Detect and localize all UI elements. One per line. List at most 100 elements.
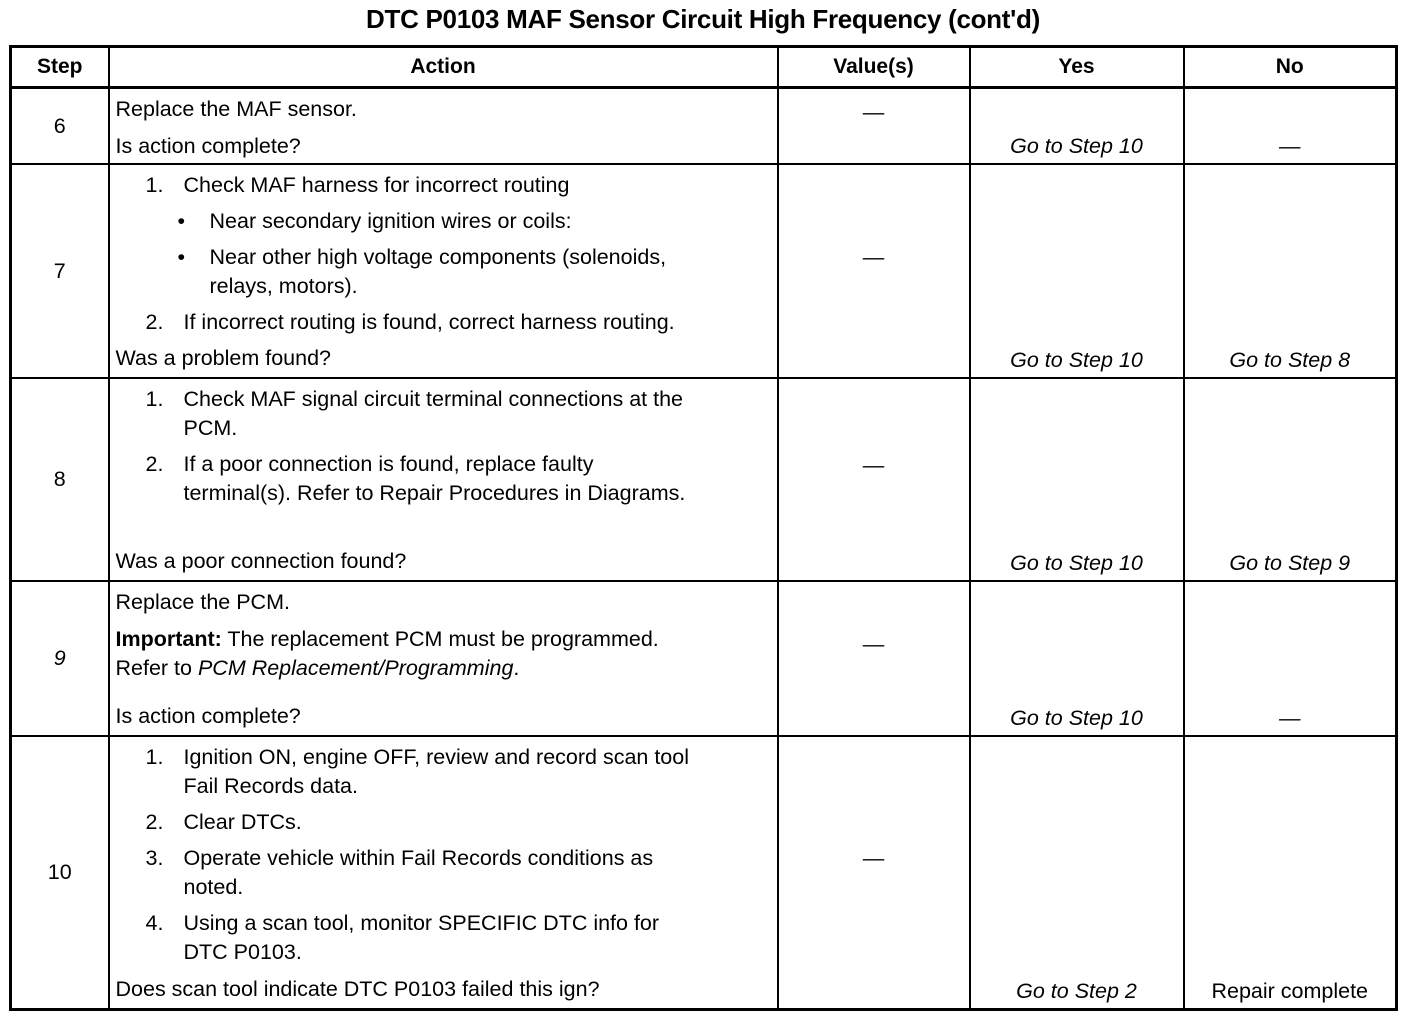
yes-answer: Go to Step 2: [1016, 979, 1137, 1003]
item-number: 2.: [145, 452, 164, 476]
no-answer: Repair complete: [1211, 979, 1369, 1003]
no-cell: —: [1182, 86, 1398, 165]
table-row: 8 1. Check MAF signal circuit terminal con…: [9, 377, 1398, 582]
step-number: 6: [9, 86, 110, 165]
value-text: —: [862, 632, 885, 656]
numbered-item: 2. Clear DTCs.: [116, 808, 773, 837]
page-title: DTC P0103 MAF Sensor Circuit High Freque…: [366, 4, 1040, 34]
action-cell: 1. Check MAF harness for incorrect routin…: [107, 163, 779, 379]
yes-cell: Go to Step 2: [968, 735, 1185, 1011]
no-cell: Repair complete: [1182, 735, 1398, 1011]
header-step: Step: [9, 45, 110, 89]
item-number: 4.: [145, 911, 164, 935]
item-text: Near other high voltage components (sole…: [209, 245, 667, 298]
value-text: —: [862, 846, 885, 870]
item-text: Ignition ON, engine OFF, review and reco…: [183, 745, 690, 798]
no-answer: —: [1279, 134, 1301, 158]
header-values: Value(s): [776, 45, 971, 89]
item-text: Near secondary ignition wires or coils:: [209, 209, 572, 233]
action-question: Is action complete?: [115, 704, 301, 728]
yes-answer: Go to Step 10: [1010, 134, 1143, 158]
no-cell: Go to Step 9: [1182, 377, 1398, 582]
table-row: 9 Replace the PCM. Important: The replacem…: [9, 580, 1398, 737]
header-no: No: [1182, 45, 1398, 89]
no-cell: —: [1182, 580, 1398, 737]
action-content: Replace the PCM. Important: The replaceme…: [116, 582, 773, 735]
action-question: Does scan tool indicate DTC P0103 failed…: [115, 977, 600, 1001]
bullet-icon: •: [177, 245, 186, 269]
action-content: 1. Check MAF signal circuit terminal conn…: [116, 379, 773, 580]
action-question: Was a poor connection found?: [115, 549, 407, 573]
yes-cell: Go to Step 10: [968, 377, 1185, 582]
header-row: Step Action Value(s) Yes No: [9, 45, 1398, 89]
value-cell: —: [776, 580, 971, 737]
no-answer: Go to Step 8: [1229, 348, 1351, 372]
numbered-item: 1. Check MAF signal circuit terminal conn…: [116, 385, 773, 443]
item-number: 1.: [145, 745, 164, 769]
action-cell: Replace the MAF sensor. Is action complet…: [107, 86, 779, 165]
yes-answer: Go to Step 10: [1010, 551, 1143, 575]
action-question: Is action complete?: [115, 134, 301, 158]
important-note: Important: The replacement PCM must be p…: [116, 625, 773, 683]
step-number: 7: [9, 163, 110, 379]
numbered-item: 4. Using a scan tool, monitor SPECIFIC DT…: [116, 909, 773, 967]
step-number: 9: [9, 580, 110, 737]
yes-cell: Go to Step 10: [968, 580, 1185, 737]
item-number: 1.: [145, 387, 164, 411]
value-cell: —: [776, 735, 971, 1011]
item-text: Using a scan tool, monitor SPECIFIC DTC …: [183, 911, 660, 964]
item-text: Clear DTCs.: [183, 810, 302, 834]
item-number: 2.: [145, 310, 164, 334]
diagnostic-table: Step Action Value(s) Yes No 6 Replace the…: [9, 45, 1398, 1011]
action-text: Replace the PCM.: [115, 590, 290, 614]
item-number: 1.: [145, 173, 164, 197]
item-text: Check MAF harness for incorrect routing: [183, 173, 570, 197]
reference-link: PCM Replacement/Programming: [197, 656, 514, 680]
item-text: Operate vehicle within Fail Records cond…: [183, 846, 654, 899]
value-text: —: [862, 244, 885, 269]
table-row: 6 Replace the MAF sensor. Is action comple…: [9, 86, 1398, 165]
step-number: 10: [9, 735, 110, 1011]
yes-cell: Go to Step 10: [968, 86, 1185, 165]
bullet-item: • Near secondary ignition wires or coils:: [116, 207, 773, 236]
no-cell: Go to Step 8: [1182, 163, 1398, 379]
value-cell: —: [776, 377, 971, 582]
numbered-item: 2. If incorrect routing is found, correct…: [116, 308, 773, 337]
item-number: 2.: [145, 810, 164, 834]
header-yes: Yes: [968, 45, 1185, 89]
item-text: Check MAF signal circuit terminal connec…: [183, 387, 684, 440]
item-text: If a poor connection is found, replace f…: [183, 452, 686, 505]
numbered-item: 1. Check MAF harness for incorrect routin…: [116, 171, 773, 200]
numbered-item: 3. Operate vehicle within Fail Records co…: [116, 844, 773, 902]
value-cell: —: [776, 86, 971, 165]
header-action: Action: [107, 45, 779, 89]
action-cell: 1. Check MAF signal circuit terminal conn…: [107, 377, 779, 582]
value-text: —: [862, 453, 885, 477]
numbered-item: 2. If a poor connection is found, replace…: [116, 450, 773, 508]
no-answer: Go to Step 9: [1229, 551, 1351, 575]
step-number: 8: [9, 377, 110, 582]
table-row: 10 1. Ignition ON, engine OFF, review and …: [9, 735, 1398, 1011]
yes-answer: Go to Step 10: [1010, 348, 1143, 372]
important-end: .: [513, 656, 520, 680]
yes-cell: Go to Step 10: [968, 163, 1185, 379]
bullet-icon: •: [177, 209, 186, 233]
no-answer: —: [1279, 706, 1301, 730]
item-text: If incorrect routing is found, correct h…: [183, 310, 675, 334]
action-content: Replace the MAF sensor. Is action complet…: [116, 89, 773, 163]
important-text-2: Refer to: [115, 656, 198, 680]
table-row: 7 1. Check MAF harness for incorrect routi…: [9, 163, 1398, 379]
value-cell: —: [776, 163, 971, 379]
action-cell: 1. Ignition ON, engine OFF, review and re…: [107, 735, 779, 1011]
bullet-item: • Near other high voltage components (sol…: [116, 243, 773, 301]
item-number: 3.: [145, 846, 164, 870]
action-cell: Replace the PCM. Important: The replaceme…: [107, 580, 779, 737]
action-question: Was a problem found?: [115, 346, 332, 370]
action-content: 1. Check MAF harness for incorrect routin…: [116, 165, 773, 377]
action-content: 1. Ignition ON, engine OFF, review and re…: [116, 737, 773, 1008]
numbered-item: 1. Ignition ON, engine OFF, review and re…: [116, 743, 773, 801]
important-label: Important:: [115, 627, 222, 651]
important-text: The replacement PCM must be programmed.: [221, 627, 659, 651]
yes-answer: Go to Step 10: [1010, 706, 1143, 730]
action-text: Replace the MAF sensor.: [115, 97, 357, 121]
